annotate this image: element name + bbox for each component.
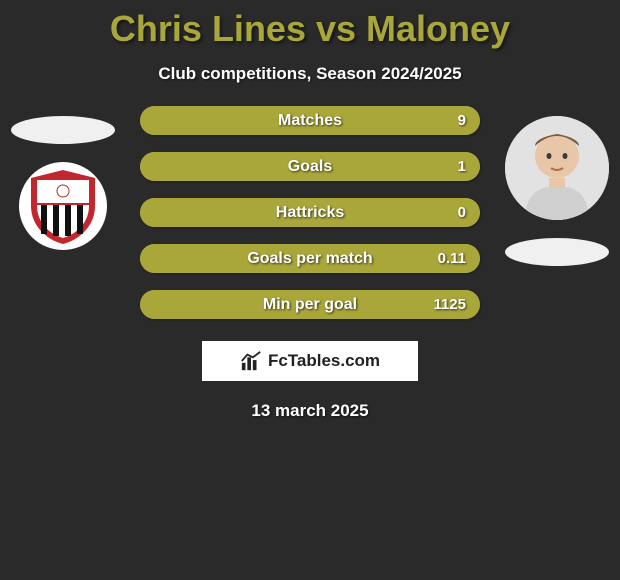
player-right-avatar <box>505 116 609 220</box>
player-left-column <box>8 116 118 250</box>
avatar-icon <box>505 116 609 220</box>
stat-bar: Goals per match 0.11 <box>140 244 480 273</box>
stat-value-right: 0.11 <box>438 250 466 267</box>
branding-text: FcTables.com <box>268 351 380 371</box>
subtitle: Club competitions, Season 2024/2025 <box>0 64 620 84</box>
title-text: Chris Lines vs Maloney <box>110 8 510 49</box>
date: 13 march 2025 <box>0 401 620 421</box>
stat-label: Goals <box>288 158 332 176</box>
page-title: Chris Lines vs Maloney <box>0 0 620 50</box>
stat-value-right: 1 <box>458 158 466 175</box>
player-right-name-ellipse <box>505 238 609 266</box>
player-right-column <box>502 116 612 266</box>
branding: FcTables.com <box>202 341 418 381</box>
stat-bar: Goals 1 <box>140 152 480 181</box>
comparison-content: Matches 9 Goals 1 Hattricks 0 Goals per match 0… <box>0 106 620 319</box>
stat-bar: Hattricks 0 <box>140 198 480 227</box>
club-badge-icon <box>23 166 103 246</box>
stat-label: Hattricks <box>276 204 344 222</box>
stat-label: Goals per match <box>247 250 372 268</box>
stat-label: Min per goal <box>263 296 357 314</box>
bar-chart-icon <box>240 350 262 372</box>
player-left-name-ellipse <box>11 116 115 144</box>
player-left-club-badge <box>19 162 107 250</box>
stat-bar: Min per goal 1125 <box>140 290 480 319</box>
stat-label: Matches <box>278 112 342 130</box>
stat-value-right: 9 <box>458 112 466 129</box>
stat-value-right: 1125 <box>433 296 466 313</box>
stat-bars: Matches 9 Goals 1 Hattricks 0 Goals per match 0… <box>140 106 480 319</box>
stat-bar: Matches 9 <box>140 106 480 135</box>
stat-value-right: 0 <box>458 204 466 221</box>
